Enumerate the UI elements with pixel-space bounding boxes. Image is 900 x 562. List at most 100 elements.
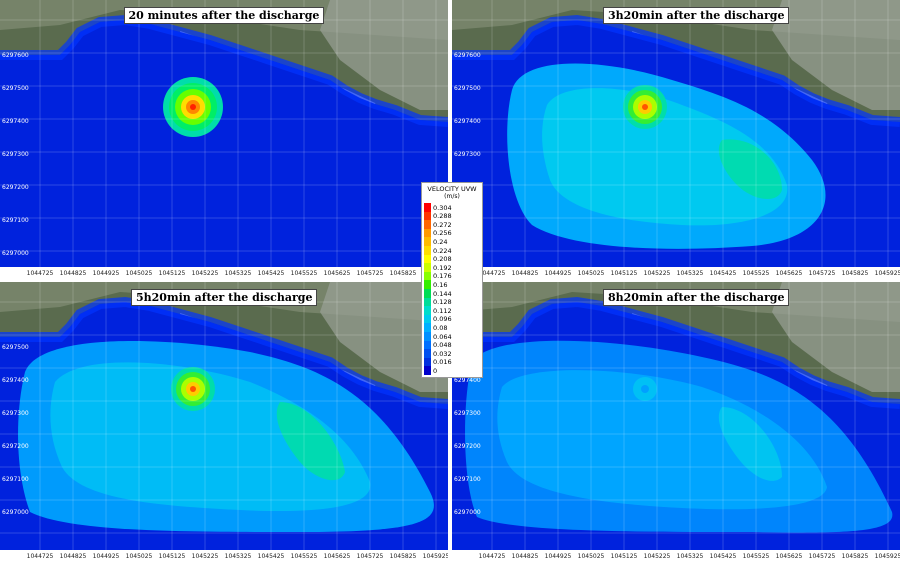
discharge-plume: [642, 104, 648, 110]
panel-title: 20 minutes after the discharge: [123, 7, 325, 24]
legend-value: 0.304: [433, 203, 452, 212]
x-tick-label: 1044825: [59, 553, 87, 560]
x-tick-label: 1045425: [709, 553, 737, 560]
legend-swatch: [424, 220, 431, 230]
x-tick-label: 1045625: [323, 553, 351, 560]
legend-value: 0.048: [433, 341, 452, 350]
x-tick-label: 1045825: [841, 553, 869, 560]
x-tick-label: 1045425: [709, 270, 737, 277]
x-tick-label: 1045125: [610, 270, 638, 277]
legend-value: 0.032: [433, 349, 452, 358]
velocity-contour: [50, 362, 371, 512]
legend-swatch: [424, 246, 431, 255]
legend-swatch: [424, 254, 431, 264]
map-panel-3h20min: 3h20min after the discharge 6297600 629750…: [452, 0, 900, 279]
x-tick-label: 1045725: [356, 553, 384, 560]
x-tick-label: 1045625: [775, 553, 803, 560]
legend-swatch: [424, 340, 431, 350]
x-tick-label: 1045025: [577, 270, 605, 277]
x-tick-label: 1045225: [191, 553, 219, 560]
legend-swatch: [424, 271, 431, 281]
x-tick-label: 1044825: [511, 553, 539, 560]
x-tick-label: 1045125: [158, 553, 186, 560]
legend-swatch: [424, 366, 431, 376]
legend-value: 0: [433, 366, 438, 375]
x-tick-label: 1044725: [478, 270, 506, 277]
legend-swatch: [424, 211, 431, 221]
x-axis: 1044725 1044825 1044925 1045025 1045125 10452…: [452, 267, 900, 279]
legend-value: 0.144: [433, 289, 452, 298]
velocity-map: [0, 0, 448, 268]
legend-value: 0.288: [433, 212, 452, 221]
x-tick-label: 1045425: [257, 270, 285, 277]
x-tick-label: 1044925: [92, 553, 120, 560]
legend-value: 0.064: [433, 332, 452, 341]
x-tick-label: 1044725: [26, 270, 54, 277]
x-tick-label: 1045525: [290, 553, 318, 560]
x-tick-label: 1045525: [742, 270, 770, 277]
legend-title: VELOCITY UVW: [427, 185, 477, 193]
legend-value: 0.272: [433, 220, 452, 229]
y-tick-label: 6297500: [2, 85, 29, 92]
legend-swatch: [424, 280, 431, 290]
sea-area: [0, 20, 448, 268]
y-tick-label: 6297400: [454, 118, 481, 125]
y-tick-label: 6297300: [2, 410, 29, 417]
y-tick-label: 6297100: [454, 476, 481, 483]
velocity-map: [452, 282, 900, 550]
x-tick-label: 1045125: [158, 270, 186, 277]
x-tick-label: 1045325: [676, 270, 704, 277]
velocity-map: [452, 0, 900, 268]
legend-swatch: [424, 349, 431, 359]
panel-title: 5h20min after the discharge: [131, 289, 318, 306]
x-axis: 1044725 1044825 1044925 1045025 1045125 10452…: [0, 550, 448, 562]
map-panel-8h20min: 8h20min after the discharge6297500629740…: [452, 282, 900, 562]
y-tick-label: 6297200: [2, 443, 29, 450]
discharge-plume: [190, 104, 196, 110]
legend-value: 0.24: [433, 237, 448, 246]
legend-swatch: [424, 203, 431, 212]
x-tick-label: 1045025: [577, 553, 605, 560]
x-tick-label: 1045625: [775, 270, 803, 277]
legend-value: 0.176: [433, 272, 452, 281]
y-tick-label: 6297000: [454, 509, 481, 516]
y-tick-label: 6297600: [454, 52, 481, 59]
y-tick-label: 6297500: [454, 85, 481, 92]
x-tick-label: 1045225: [643, 553, 671, 560]
x-tick-label: 1045325: [224, 270, 252, 277]
legend-value: 0.08: [433, 323, 448, 332]
y-tick-label: 6297000: [2, 250, 29, 257]
legend-value: 0.192: [433, 263, 452, 272]
x-tick-label: 1044925: [544, 553, 572, 560]
x-tick-label: 1044825: [511, 270, 539, 277]
x-axis: 1044725 1044825 1044925 1045025 1045125 10452…: [0, 267, 448, 279]
legend-swatch: [424, 289, 431, 298]
x-tick-label: 1044925: [544, 270, 572, 277]
legend-swatch: [424, 237, 431, 247]
y-tick-label: 6297200: [2, 184, 29, 191]
x-tick-label: 1045225: [191, 270, 219, 277]
panel-title: 8h20min after the discharge: [603, 289, 790, 306]
legend-unit: (m/s): [444, 193, 460, 200]
y-tick-label: 6297400: [454, 377, 481, 384]
velocity-map: [0, 282, 448, 550]
y-tick-label: 6297100: [2, 476, 29, 483]
y-tick-label: 6297400: [2, 377, 29, 384]
x-tick-label: 1044825: [59, 270, 87, 277]
x-tick-label: 1045925: [422, 553, 448, 560]
legend-swatch: [424, 263, 431, 273]
legend-value: 0.208: [433, 255, 452, 264]
velocity-legend: VELOCITY UVW (m/s) 0.304 0.288 0.272 0.256 0…: [421, 182, 483, 378]
x-tick-label: 1045025: [125, 270, 153, 277]
velocity-contour: [718, 407, 782, 481]
y-tick-label: 6297300: [2, 151, 29, 158]
legend-swatch: [424, 332, 431, 341]
panel-title: 3h20min after the discharge: [603, 7, 790, 24]
y-tick-label: 6297400: [2, 118, 29, 125]
legend-value: 0.112: [433, 306, 452, 315]
x-tick-label: 1045725: [356, 270, 384, 277]
x-tick-label: 1045025: [125, 553, 153, 560]
legend-swatch: [424, 323, 431, 333]
x-tick-label: 1045625: [323, 270, 351, 277]
legend-value: 0.128: [433, 298, 452, 307]
